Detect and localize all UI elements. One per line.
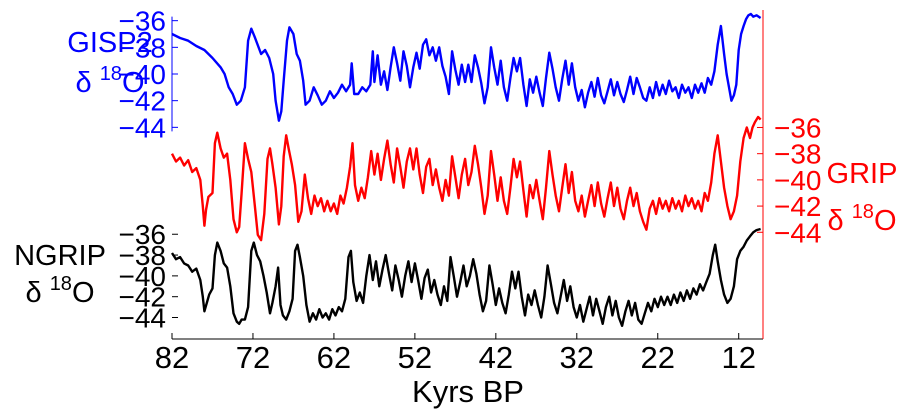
y-tick-label: −42 — [774, 191, 822, 222]
x-tick-label: 22 — [641, 340, 675, 375]
y-tick-label: −40 — [119, 59, 167, 90]
y-tick-label: −44 — [774, 217, 822, 248]
series-unit-label-grip: δ 18O — [827, 201, 896, 237]
x-tick-label: 32 — [560, 340, 594, 375]
x-axis: 82 72 62 52 42 32 22 12 Kyrs BP — [155, 333, 763, 409]
y-tick-label: −36 — [119, 6, 167, 37]
y-tick-label: −44 — [119, 303, 167, 334]
y-tick-label: −42 — [119, 282, 167, 313]
x-tick-label: 62 — [317, 340, 351, 375]
series-label-grip: GRIP — [827, 158, 898, 190]
series-line-grip — [170, 115, 762, 242]
x-axis-label: Kyrs BP — [412, 374, 524, 409]
x-tick-label: 72 — [236, 340, 270, 375]
x-tick-label: 82 — [155, 340, 189, 375]
series-label-gisp2: GISP2 — [67, 27, 152, 59]
y-tick-label: −38 — [119, 240, 167, 271]
y-tick-label: −40 — [774, 165, 822, 196]
x-tick-group: 82 72 62 52 42 32 22 12 — [155, 333, 756, 375]
series-unit-label-ngrip: δ 18O — [25, 273, 94, 309]
x-tick-label: 52 — [398, 340, 432, 375]
y-tick-label: −44 — [119, 112, 167, 143]
y-tick-label: −40 — [119, 261, 167, 292]
series-line-ngrip — [170, 227, 761, 327]
series-layer — [170, 12, 762, 327]
x-tick-label: 12 — [721, 340, 755, 375]
y-tick-label: −38 — [774, 139, 822, 170]
x-tick-label: 42 — [479, 340, 513, 375]
y-tick-label: −42 — [119, 86, 167, 117]
y-tick-label: −38 — [119, 32, 167, 63]
y-axis-gisp2: −36−38−40−42−44 GISP2 δ 18O — [67, 6, 178, 143]
series-line-gisp2 — [171, 12, 762, 122]
y-tick-label: −36 — [119, 219, 167, 250]
series-label-ngrip: NGRIP — [14, 240, 106, 272]
series-unit-label-gisp2: δ 18O — [75, 63, 144, 99]
y-tick-label: −36 — [774, 112, 822, 143]
